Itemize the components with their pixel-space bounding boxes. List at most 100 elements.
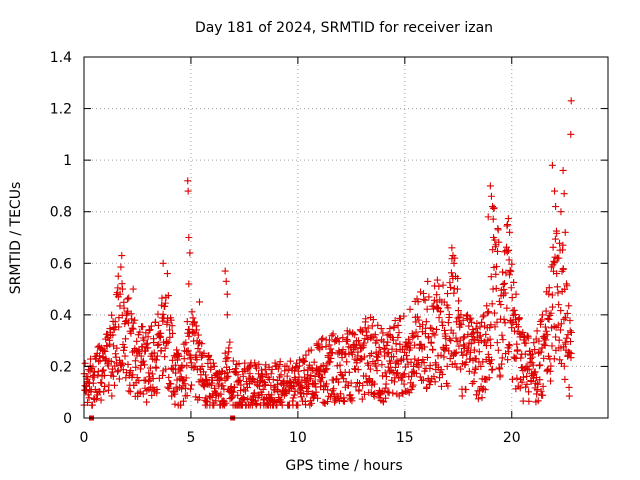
data-point xyxy=(561,285,569,293)
data-point xyxy=(416,373,424,381)
data-point xyxy=(447,283,455,291)
data-point xyxy=(186,355,194,363)
data-point xyxy=(409,381,417,389)
data-point xyxy=(501,289,509,297)
data-point xyxy=(225,366,233,374)
data-point xyxy=(184,187,192,195)
data-point xyxy=(506,266,514,274)
data-point xyxy=(366,365,374,373)
data-point xyxy=(488,356,496,364)
data-point xyxy=(415,363,423,371)
data-point xyxy=(253,400,261,408)
data-point xyxy=(144,377,152,385)
data-point xyxy=(182,384,190,392)
data-point xyxy=(187,385,195,393)
data-point xyxy=(129,371,137,379)
data-point xyxy=(207,363,215,371)
data-point xyxy=(467,340,475,348)
data-point xyxy=(377,325,385,333)
data-point xyxy=(261,381,269,389)
data-point xyxy=(190,364,198,372)
data-point xyxy=(108,392,116,400)
data-point xyxy=(139,357,147,365)
data-point xyxy=(269,376,277,384)
data-point xyxy=(255,360,263,368)
data-point xyxy=(164,383,172,391)
data-point xyxy=(306,401,314,409)
data-point xyxy=(478,318,486,326)
data-point xyxy=(222,399,230,407)
data-point xyxy=(466,348,474,356)
data-point xyxy=(100,371,108,379)
data-point xyxy=(540,340,548,348)
data-point xyxy=(360,339,368,347)
data-point xyxy=(268,365,276,373)
data-point xyxy=(301,378,309,386)
data-point xyxy=(457,365,465,373)
data-point xyxy=(304,387,312,395)
data-point xyxy=(450,259,458,267)
data-point xyxy=(150,349,158,357)
data-point xyxy=(435,282,443,290)
data-point xyxy=(487,273,495,281)
data-point xyxy=(567,97,575,105)
data-point xyxy=(562,340,570,348)
data-point xyxy=(534,380,542,388)
x-tick-label: 15 xyxy=(396,430,414,446)
data-point xyxy=(557,320,565,328)
data-point xyxy=(508,324,516,332)
data-point xyxy=(119,359,127,367)
data-point xyxy=(310,358,318,366)
data-point xyxy=(446,355,454,363)
data-point xyxy=(139,323,147,331)
data-point xyxy=(152,318,160,326)
data-point xyxy=(403,355,411,363)
data-point xyxy=(408,383,416,391)
data-point xyxy=(560,190,568,198)
data-point xyxy=(343,358,351,366)
data-point xyxy=(226,338,234,346)
data-point xyxy=(550,257,558,265)
data-point xyxy=(468,332,476,340)
data-point xyxy=(567,130,575,138)
data-point xyxy=(157,329,165,337)
data-point xyxy=(409,333,417,341)
data-point xyxy=(128,324,136,332)
data-point xyxy=(237,381,245,389)
data-point xyxy=(565,392,573,400)
data-point xyxy=(194,345,202,353)
data-point xyxy=(512,290,520,298)
data-point xyxy=(477,362,485,370)
data-point xyxy=(228,394,236,402)
data-point xyxy=(483,302,491,310)
data-point xyxy=(490,204,498,212)
data-point xyxy=(384,388,392,396)
data-point xyxy=(358,395,366,403)
data-point xyxy=(415,316,423,324)
data-point xyxy=(111,350,119,358)
data-point xyxy=(383,350,391,358)
data-point xyxy=(367,350,375,358)
data-point xyxy=(108,311,116,319)
data-point xyxy=(555,254,563,262)
data-point xyxy=(489,285,497,293)
data-point xyxy=(414,298,422,306)
data-point xyxy=(374,321,382,329)
data-point xyxy=(230,388,238,396)
data-point xyxy=(124,360,132,368)
data-point xyxy=(144,344,152,352)
data-point xyxy=(559,241,567,249)
data-point xyxy=(445,311,453,319)
x-tick-label: 20 xyxy=(503,430,521,446)
data-point xyxy=(350,365,358,373)
data-point xyxy=(553,270,561,278)
data-point xyxy=(283,362,291,370)
data-point xyxy=(497,301,505,309)
data-point xyxy=(148,370,156,378)
data-point xyxy=(444,319,452,327)
data-point xyxy=(524,334,532,342)
data-point xyxy=(400,380,408,388)
data-point xyxy=(257,366,265,374)
data-point xyxy=(406,344,414,352)
data-point xyxy=(194,331,202,339)
